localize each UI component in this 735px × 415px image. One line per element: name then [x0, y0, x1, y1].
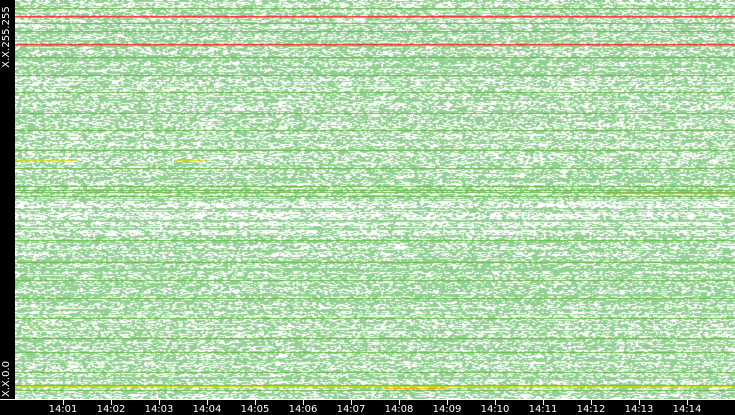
x-tick: [159, 400, 160, 405]
x-tick: [399, 400, 400, 405]
x-tick-label: 14:13: [624, 404, 654, 415]
x-tick-label: 14:12: [576, 404, 606, 415]
x-tick-label: 14:01: [48, 404, 78, 415]
x-tick-label: 14:04: [192, 404, 222, 415]
x-tick-label: 14:05: [240, 404, 270, 415]
x-tick-label: 14:09: [432, 404, 462, 415]
x-tick: [543, 400, 544, 405]
x-tick: [447, 400, 448, 405]
x-tick-label: 14:07: [336, 404, 366, 415]
x-tick: [303, 400, 304, 405]
x-tick-label: 14:02: [96, 404, 126, 415]
x-tick-label: 14:14: [672, 404, 702, 415]
x-tick-label: 14:08: [384, 404, 414, 415]
x-tick-label: 14:11: [528, 404, 558, 415]
y-axis: X.X.255.255 X.X.0.0: [0, 0, 15, 399]
x-tick: [207, 400, 208, 405]
x-tick: [687, 400, 688, 405]
plot-area[interactable]: [15, 0, 735, 399]
x-tick: [495, 400, 496, 405]
x-tick-label: 14:06: [288, 404, 318, 415]
x-tick: [255, 400, 256, 405]
x-tick: [351, 400, 352, 405]
x-tick: [63, 400, 64, 405]
x-tick: [639, 400, 640, 405]
x-tick-label: 14:10: [480, 404, 510, 415]
x-tick-label: 14:03: [144, 404, 174, 415]
y-label-top: X.X.255.255: [1, 6, 12, 68]
x-tick: [591, 400, 592, 405]
x-tick: [111, 400, 112, 405]
x-axis: 14:01 14:02 14:03 14:04 14:05 14:06 14:07 14:08…: [0, 399, 735, 415]
